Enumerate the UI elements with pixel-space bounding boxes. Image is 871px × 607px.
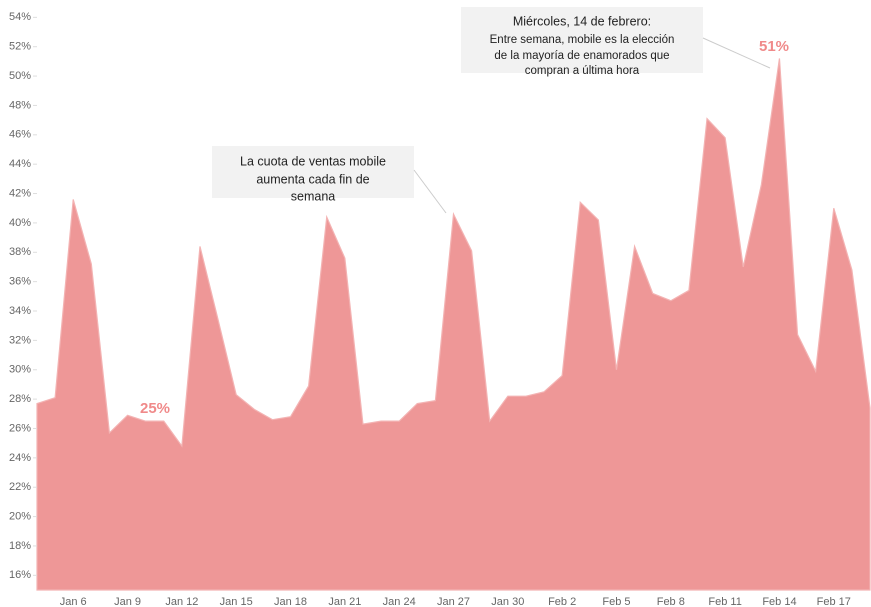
- annotation: 25%: [140, 400, 170, 417]
- x-tick-label: Feb 8: [657, 596, 685, 607]
- callout-text: compran a última hora: [525, 65, 640, 77]
- x-tick-label: Feb 17: [817, 596, 851, 607]
- callout-text: de la mayoría de enamorados que: [494, 50, 669, 62]
- callout-text: La cuota de ventas mobile: [240, 154, 386, 168]
- y-tick-label: 46%: [9, 129, 31, 141]
- x-tick-label: Jan 12: [165, 596, 198, 607]
- callout-title: Miércoles, 14 de febrero:: [513, 14, 651, 28]
- x-tick-label: Jan 9: [114, 596, 141, 607]
- y-tick-label: 36%: [9, 276, 31, 288]
- callout-box: [212, 146, 414, 198]
- x-tick-label: Jan 15: [220, 596, 253, 607]
- y-tick-label: 30%: [9, 364, 31, 376]
- callout-text: Entre semana, mobile es la elección: [490, 34, 675, 46]
- leader-line: [413, 169, 447, 214]
- y-tick-label: 34%: [9, 305, 31, 317]
- x-tick-label: Jan 6: [60, 596, 87, 607]
- x-tick-label: Jan 21: [328, 596, 361, 607]
- y-tick-label: 32%: [9, 334, 31, 346]
- y-tick-label: 42%: [9, 187, 31, 199]
- y-tick-label: 50%: [9, 70, 31, 82]
- annotation: 51%: [759, 38, 789, 55]
- callout-box: [461, 7, 703, 73]
- x-tick-label: Jan 27: [437, 596, 470, 607]
- y-tick-label: 52%: [9, 41, 31, 53]
- y-tick-label: 24%: [9, 452, 31, 464]
- x-tick-label: Feb 2: [548, 596, 576, 607]
- x-tick-label: Feb 11: [708, 596, 741, 607]
- y-tick-label: 22%: [9, 481, 31, 493]
- area: [36, 58, 871, 591]
- y-tick-label: 26%: [9, 422, 31, 434]
- y-tick-label: 16%: [9, 569, 31, 581]
- y-tick-label: 48%: [9, 99, 31, 111]
- x-tick-label: Jan 24: [383, 596, 416, 607]
- y-tick-label: 28%: [9, 393, 31, 405]
- x-tick-label: Jan 30: [491, 596, 524, 607]
- y-tick-label: 20%: [9, 510, 31, 522]
- y-tick-label: 44%: [9, 158, 31, 170]
- callout-text: semana: [291, 189, 336, 203]
- leader-line: [702, 37, 771, 69]
- x-tick-label: Feb 14: [762, 596, 796, 607]
- y-tick-label: 38%: [9, 246, 31, 258]
- x-tick-label: Feb 5: [602, 596, 630, 607]
- y-tick-label: 54%: [9, 11, 31, 23]
- y-tick-label: 18%: [9, 540, 31, 552]
- x-tick-label: Jan 18: [274, 596, 307, 607]
- callout-text: aumenta cada fin de: [256, 172, 369, 186]
- y-tick-label: 40%: [9, 217, 31, 229]
